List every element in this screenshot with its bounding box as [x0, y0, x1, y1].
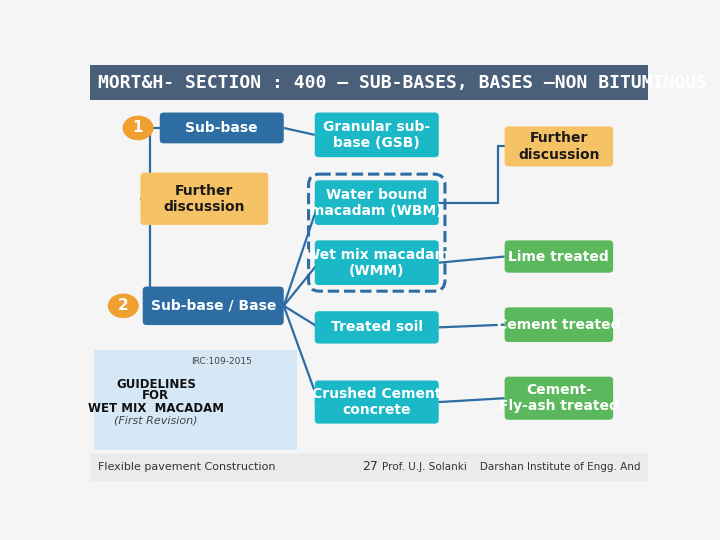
- Text: Wet mix macadam
(WMM): Wet mix macadam (WMM): [305, 247, 449, 278]
- FancyBboxPatch shape: [315, 112, 438, 157]
- FancyBboxPatch shape: [160, 112, 284, 143]
- Text: Granular sub-
base (GSB): Granular sub- base (GSB): [323, 120, 431, 150]
- Ellipse shape: [122, 116, 153, 140]
- Text: Further
discussion: Further discussion: [518, 131, 600, 161]
- Text: Sub-base / Base: Sub-base / Base: [150, 299, 276, 313]
- Text: Treated soil: Treated soil: [330, 320, 423, 334]
- FancyBboxPatch shape: [505, 377, 613, 420]
- Text: Lime treated: Lime treated: [508, 249, 609, 264]
- Text: Cement treated: Cement treated: [497, 318, 621, 332]
- Text: Prof. U.J. Solanki    Darshan Institute of Engg. And: Prof. U.J. Solanki Darshan Institute of …: [382, 462, 640, 472]
- Text: Crushed Cement
concrete: Crushed Cement concrete: [312, 387, 441, 417]
- Text: 27: 27: [363, 460, 379, 473]
- FancyBboxPatch shape: [315, 180, 438, 225]
- FancyBboxPatch shape: [315, 311, 438, 343]
- FancyBboxPatch shape: [315, 240, 438, 285]
- FancyBboxPatch shape: [505, 240, 613, 273]
- Ellipse shape: [108, 294, 139, 318]
- Text: Further
discussion: Further discussion: [163, 184, 245, 214]
- Text: Cement-
Fly-ash treated: Cement- Fly-ash treated: [499, 383, 618, 413]
- Text: MORT&H- SECTION : 400 – SUB-BASES, BASES –NON BITUMINOUS: MORT&H- SECTION : 400 – SUB-BASES, BASES…: [98, 73, 707, 91]
- Text: 2: 2: [118, 298, 129, 313]
- FancyBboxPatch shape: [315, 381, 438, 423]
- FancyBboxPatch shape: [90, 454, 648, 481]
- FancyBboxPatch shape: [90, 65, 648, 100]
- Text: 1: 1: [132, 120, 143, 136]
- FancyBboxPatch shape: [505, 307, 613, 342]
- Text: IRC:109-2015: IRC:109-2015: [192, 357, 252, 366]
- FancyBboxPatch shape: [140, 173, 269, 225]
- FancyBboxPatch shape: [143, 287, 284, 325]
- Text: (First Revision): (First Revision): [114, 416, 197, 426]
- FancyBboxPatch shape: [505, 126, 613, 166]
- FancyBboxPatch shape: [94, 350, 297, 450]
- Text: FOR: FOR: [143, 389, 169, 402]
- Text: GUIDELINES: GUIDELINES: [116, 378, 196, 391]
- Text: WET MIX  MACADAM: WET MIX MACADAM: [88, 402, 224, 415]
- Text: Sub-base: Sub-base: [186, 121, 258, 135]
- Text: Flexible pavement Construction: Flexible pavement Construction: [98, 462, 275, 472]
- Text: Water bound
macadam (WBM): Water bound macadam (WBM): [310, 187, 443, 218]
